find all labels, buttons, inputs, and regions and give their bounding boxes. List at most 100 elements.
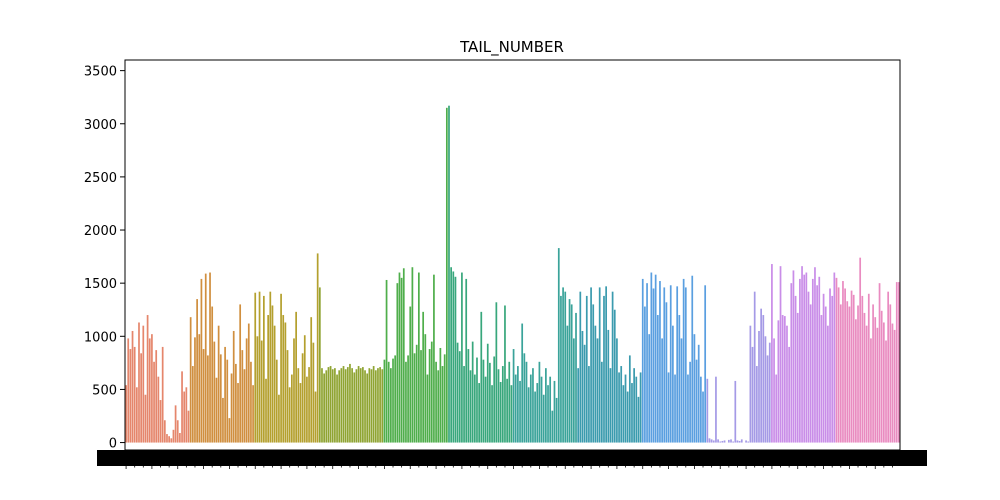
bar bbox=[895, 282, 898, 443]
bar bbox=[370, 369, 373, 443]
bar bbox=[747, 441, 750, 443]
bar bbox=[174, 405, 177, 443]
bar bbox=[865, 325, 868, 443]
bar bbox=[362, 367, 364, 443]
bar bbox=[235, 363, 237, 443]
bar bbox=[125, 385, 127, 443]
bar bbox=[777, 320, 780, 443]
bar bbox=[857, 305, 859, 443]
bar bbox=[306, 376, 308, 443]
bar bbox=[717, 439, 719, 443]
bar bbox=[318, 287, 321, 443]
bar bbox=[816, 285, 818, 443]
bar bbox=[622, 385, 625, 443]
bar bbox=[762, 315, 765, 443]
bar bbox=[547, 385, 549, 443]
bar bbox=[727, 439, 730, 443]
bar bbox=[590, 287, 592, 443]
bar bbox=[672, 325, 674, 443]
bar bbox=[882, 322, 885, 443]
bar bbox=[611, 291, 614, 443]
bar bbox=[749, 325, 752, 443]
bar bbox=[461, 272, 463, 443]
bar bbox=[682, 278, 685, 443]
bar bbox=[527, 387, 530, 443]
bar bbox=[153, 361, 155, 443]
bar bbox=[204, 273, 207, 443]
bar bbox=[275, 359, 278, 443]
bar bbox=[422, 311, 425, 443]
bar bbox=[151, 334, 153, 443]
bar bbox=[532, 368, 534, 443]
bar bbox=[471, 341, 474, 443]
y-tick-label: 1000 bbox=[84, 330, 117, 345]
bar bbox=[719, 441, 722, 443]
bar bbox=[260, 340, 263, 443]
bar bbox=[691, 275, 694, 443]
bar bbox=[349, 363, 351, 443]
bar bbox=[387, 361, 390, 443]
bar bbox=[624, 374, 627, 443]
bar bbox=[887, 291, 890, 443]
bar bbox=[833, 272, 836, 443]
bar bbox=[807, 291, 810, 443]
bar bbox=[314, 391, 317, 443]
bar bbox=[213, 341, 216, 443]
bar bbox=[512, 349, 515, 443]
bar bbox=[353, 372, 356, 443]
bar bbox=[768, 342, 771, 443]
bar bbox=[476, 357, 478, 443]
bar bbox=[732, 441, 735, 443]
bar bbox=[837, 287, 840, 443]
bar bbox=[667, 372, 670, 443]
bar bbox=[146, 315, 149, 443]
bar bbox=[478, 383, 480, 443]
bar bbox=[704, 285, 707, 443]
bar bbox=[219, 354, 222, 443]
bar bbox=[792, 270, 795, 443]
bar bbox=[839, 304, 842, 443]
bar bbox=[859, 257, 862, 443]
bar bbox=[325, 370, 328, 443]
bar bbox=[751, 346, 754, 443]
bar bbox=[684, 287, 687, 443]
bar bbox=[764, 336, 767, 443]
bar bbox=[463, 366, 465, 443]
bar bbox=[433, 274, 435, 443]
y-tick-label: 3000 bbox=[84, 118, 117, 133]
bar bbox=[734, 380, 737, 443]
bar bbox=[366, 373, 369, 443]
bar bbox=[127, 338, 130, 443]
bar bbox=[521, 323, 524, 443]
bar bbox=[870, 338, 872, 443]
bar bbox=[676, 286, 679, 443]
bar bbox=[398, 272, 401, 443]
bar bbox=[392, 358, 394, 443]
bar bbox=[196, 299, 198, 443]
bar bbox=[493, 356, 496, 443]
bar bbox=[308, 367, 310, 443]
bar bbox=[198, 334, 201, 443]
bar bbox=[342, 366, 345, 443]
bar bbox=[179, 433, 181, 443]
bar bbox=[745, 440, 747, 443]
bar bbox=[351, 368, 353, 443]
bar bbox=[514, 374, 517, 443]
bar bbox=[861, 295, 864, 443]
bar bbox=[880, 310, 883, 443]
bar bbox=[876, 327, 879, 443]
bar bbox=[148, 338, 151, 443]
bar bbox=[135, 387, 138, 443]
bar bbox=[187, 410, 190, 443]
bar bbox=[359, 368, 362, 443]
bar bbox=[715, 376, 717, 443]
bar bbox=[194, 337, 196, 443]
bar bbox=[779, 266, 782, 443]
bar bbox=[420, 350, 422, 443]
bar bbox=[413, 353, 416, 443]
bar bbox=[626, 391, 629, 443]
bar bbox=[835, 277, 838, 443]
bar bbox=[467, 349, 470, 443]
bar bbox=[159, 400, 162, 443]
